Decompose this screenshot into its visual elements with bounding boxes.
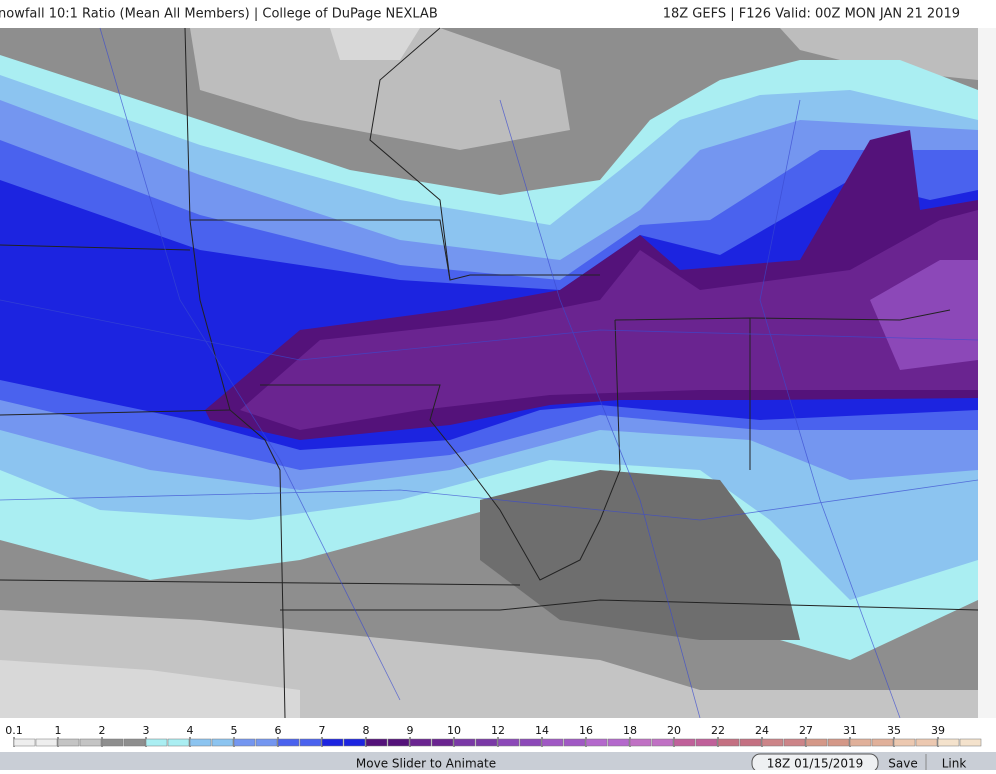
legend-swatch (35, 738, 58, 747)
legend-label: 1 (55, 724, 62, 737)
legend-swatch (783, 738, 806, 747)
legend-label: 2 (99, 724, 106, 737)
legend-swatch (937, 738, 960, 747)
legend-swatch (849, 738, 872, 747)
legend-swatch (145, 738, 168, 747)
legend-swatch (629, 738, 652, 747)
legend-swatch (387, 738, 410, 747)
legend-swatch (827, 738, 850, 747)
header-title: nowfall 10:1 Ratio (Mean All Members) | … (0, 7, 438, 22)
legend-swatch (13, 738, 36, 747)
legend-label: 10 (447, 724, 461, 737)
legend-label: 27 (799, 724, 813, 737)
legend-swatch (123, 738, 146, 747)
legend-label: 24 (755, 724, 769, 737)
legend-swatch (255, 738, 278, 747)
legend-label: 0.1 (5, 724, 23, 737)
legend-swatch (717, 738, 740, 747)
legend-label: 7 (319, 724, 326, 737)
legend-swatch (673, 738, 696, 747)
legend-label: 4 (187, 724, 194, 737)
legend-label: 9 (407, 724, 414, 737)
legend-swatch (101, 738, 124, 747)
legend-label: 6 (275, 724, 282, 737)
legend-swatch (519, 738, 542, 747)
legend-swatch (167, 738, 190, 747)
legend-swatch (739, 738, 762, 747)
legend-label: 3 (143, 724, 150, 737)
header-bar (0, 0, 996, 28)
link-button[interactable]: Link (942, 757, 967, 771)
legend-swatch (541, 738, 564, 747)
legend-swatch (321, 738, 344, 747)
legend-swatch (79, 738, 102, 747)
legend-swatch (211, 738, 234, 747)
legend-swatch (651, 738, 674, 747)
legend-swatch (189, 738, 212, 747)
animate-hint: Move Slider to Animate (356, 757, 496, 771)
run-button[interactable]: 18Z 01/15/2019 (767, 757, 863, 771)
legend-swatch (871, 738, 894, 747)
legend-swatch (805, 738, 828, 747)
map (0, 27, 979, 719)
header-run: 18Z GEFS | F126 Valid: 00Z MON JAN 21 20… (663, 7, 960, 22)
legend-swatch (431, 738, 454, 747)
legend-swatch (299, 738, 322, 747)
legend-swatch (475, 738, 498, 747)
legend-label: 18 (623, 724, 637, 737)
legend-swatch (607, 738, 630, 747)
legend-label: 5 (231, 724, 238, 737)
legend-label: 12 (491, 724, 505, 737)
legend: 0.1 1 2 3 4 5 6 7 8 9 10 12 14 16 18 20 22 24 27 31 35 39 (5, 724, 982, 747)
legend-swatch (343, 738, 366, 747)
scroll-strip (978, 28, 996, 718)
legend-swatch (915, 738, 938, 747)
save-button[interactable]: Save (888, 757, 917, 771)
legend-swatch (761, 738, 784, 747)
legend-label: 35 (887, 724, 901, 737)
legend-label: 8 (363, 724, 370, 737)
legend-swatch (277, 738, 300, 747)
legend-swatch (585, 738, 608, 747)
legend-swatch (959, 738, 982, 747)
legend-bar (0, 718, 978, 752)
legend-label: 16 (579, 724, 593, 737)
legend-label: 22 (711, 724, 725, 737)
legend-swatch (453, 738, 476, 747)
legend-label: 20 (667, 724, 681, 737)
legend-swatch (563, 738, 586, 747)
legend-label: 31 (843, 724, 857, 737)
legend-swatch (893, 738, 916, 747)
control-bar (0, 752, 996, 770)
legend-swatch (497, 738, 520, 747)
legend-swatch (409, 738, 432, 747)
legend-swatch (365, 738, 388, 747)
legend-swatch (695, 738, 718, 747)
legend-label: 14 (535, 724, 549, 737)
legend-swatch (233, 738, 256, 747)
legend-label: 39 (931, 724, 945, 737)
legend-swatch (57, 738, 80, 747)
